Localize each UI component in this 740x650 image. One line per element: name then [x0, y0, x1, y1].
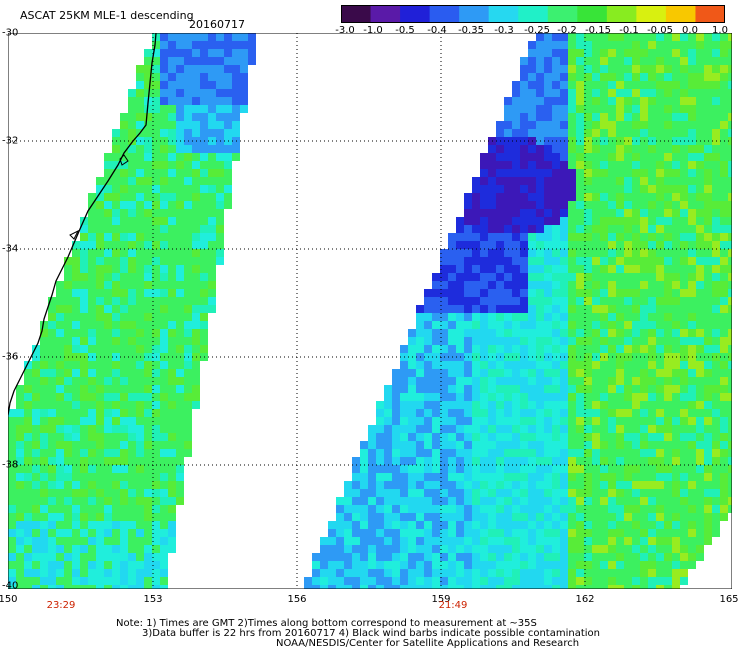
colorbar-tick-label: -0.15 [585, 25, 611, 36]
colorbar-tick-label: -0.2 [557, 25, 577, 36]
colorbar-tick-label: -0.3 [494, 25, 514, 36]
latitude-label: -30 [2, 27, 19, 39]
colorbar-tick-label: -0.5 [395, 25, 415, 36]
title: ASCAT 25KM MLE-1 descending [20, 9, 194, 22]
colorbar-tick-label: 1.0 [712, 25, 728, 36]
colorbar-segment [370, 5, 401, 23]
longitude-label: 153 [143, 594, 163, 605]
longitude-label: 159 [431, 594, 451, 605]
colorbar-tick-label: -0.4 [427, 25, 447, 36]
colorbar-segment [400, 5, 431, 23]
latitude-label: -38 [2, 459, 19, 471]
coastline-detail [69, 154, 129, 240]
colorbar [341, 5, 725, 23]
colorbar-segment [606, 5, 637, 23]
longitude-label: 156 [287, 594, 307, 605]
colorbar-tick-label: 0.0 [682, 25, 698, 36]
note-line-3: NOAA/NESDIS/Center for Satellite Applica… [276, 638, 580, 649]
colorbar-tick-label: -0.25 [524, 25, 550, 36]
colorbar-segment [695, 5, 725, 23]
colorbar-segment [577, 5, 608, 23]
longitude-label: 162 [575, 594, 595, 605]
colorbar-segment [518, 5, 549, 23]
colorbar-segment [636, 5, 667, 23]
coastline [8, 33, 157, 416]
colorbar-tick-label: -3.0 [335, 25, 355, 36]
right-swath [304, 33, 732, 589]
longitude-label: 165 [719, 594, 739, 605]
colorbar-tick-label: -0.05 [647, 25, 673, 36]
wind-map [8, 33, 732, 589]
colorbar-segment [341, 5, 372, 23]
colorbar-segment [429, 5, 460, 23]
lat-lon-grid [8, 33, 732, 589]
colorbar-tick-label: -1.0 [363, 25, 383, 36]
colorbar-segment [547, 5, 578, 23]
colorbar-segment [459, 5, 490, 23]
pass-time-left: 23:29 [46, 600, 76, 611]
note-line-1: Note: 1) Times are GMT 2)Times along bot… [116, 618, 537, 629]
note-line-2: 3)Data buffer is 22 hrs from 20160717 4)… [142, 628, 600, 639]
colorbar-tick-label: -0.1 [619, 25, 639, 36]
colorbar-tick-label: -0.35 [458, 25, 484, 36]
latitude-label: -36 [2, 351, 19, 363]
colorbar-segment [665, 5, 697, 23]
left-swath [8, 33, 256, 589]
latitude-label: -34 [2, 243, 19, 255]
date-label: 20160717 [189, 18, 245, 31]
longitude-label: 150 [0, 594, 18, 605]
latitude-label: -40 [2, 580, 19, 592]
colorbar-segment [488, 5, 519, 23]
latitude-label: -32 [2, 135, 19, 147]
pass-time-right: 21:49 [438, 600, 468, 611]
